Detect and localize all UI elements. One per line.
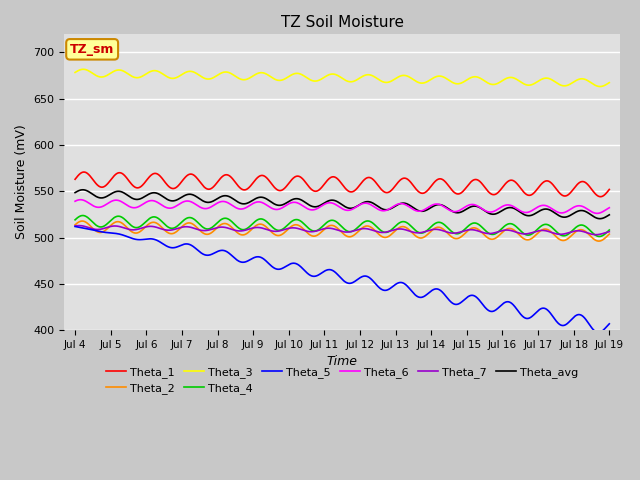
Theta_4 (376, 227, 383, 232)
Theta_6 (376, 207, 383, 213)
Theta_avg (596, 216, 604, 222)
Theta_3 (134, 75, 142, 81)
Theta_2 (605, 231, 613, 237)
Theta_1 (298, 176, 306, 181)
Theta_avg (605, 212, 613, 218)
Line: Theta_4: Theta_4 (75, 216, 609, 237)
Theta_1 (319, 183, 326, 189)
Theta_4 (134, 224, 142, 230)
Theta_avg (71, 190, 79, 195)
Theta_4 (309, 228, 317, 234)
X-axis label: Time: Time (326, 355, 358, 369)
Theta_avg (134, 196, 142, 202)
Theta_7 (76, 223, 83, 228)
Title: TZ Soil Moisture: TZ Soil Moisture (281, 15, 404, 30)
Theta_5 (309, 273, 317, 279)
Theta_6 (134, 204, 142, 210)
Line: Theta_6: Theta_6 (75, 200, 609, 214)
Theta_3 (113, 67, 120, 73)
Theta_1 (71, 176, 79, 182)
Theta_7 (309, 228, 317, 234)
Theta_avg (376, 204, 383, 210)
Theta_6 (593, 211, 601, 216)
Theta_5 (113, 231, 120, 237)
Theta_2 (376, 232, 383, 238)
Theta_5 (595, 330, 602, 336)
Theta_7 (134, 226, 142, 232)
Theta_3 (319, 75, 326, 81)
Theta_7 (298, 227, 306, 233)
Line: Theta_1: Theta_1 (75, 172, 609, 197)
Theta_2 (71, 222, 79, 228)
Theta_3 (376, 77, 383, 83)
Theta_1 (134, 185, 142, 191)
Theta_7 (376, 229, 383, 235)
Theta_4 (79, 213, 86, 218)
Line: Theta_avg: Theta_avg (75, 190, 609, 219)
Theta_5 (605, 321, 613, 327)
Theta_6 (605, 205, 613, 211)
Theta_2 (309, 233, 317, 239)
Line: Theta_5: Theta_5 (75, 227, 609, 333)
Theta_4 (595, 234, 603, 240)
Line: Theta_7: Theta_7 (75, 226, 609, 235)
Theta_4 (605, 227, 613, 233)
Theta_5 (298, 265, 305, 271)
Theta_1 (376, 184, 383, 190)
Theta_avg (309, 204, 317, 209)
Theta_6 (71, 198, 79, 204)
Theta_3 (309, 78, 317, 84)
Theta_3 (79, 66, 87, 72)
Theta_6 (298, 203, 306, 208)
Theta_avg (113, 189, 120, 194)
Theta_1 (605, 187, 613, 192)
Theta_7 (71, 223, 79, 229)
Theta_3 (298, 72, 306, 78)
Theta_2 (595, 238, 603, 244)
Theta_6 (77, 197, 84, 203)
Theta_7 (319, 226, 326, 232)
Theta_3 (596, 84, 604, 89)
Theta_2 (78, 218, 86, 224)
Theta_5 (71, 224, 79, 229)
Theta_6 (113, 197, 120, 203)
Y-axis label: Soil Moisture (mV): Soil Moisture (mV) (15, 125, 28, 240)
Theta_5 (375, 285, 383, 290)
Line: Theta_3: Theta_3 (75, 69, 609, 86)
Theta_2 (298, 225, 306, 231)
Theta_1 (596, 194, 604, 200)
Theta_7 (592, 232, 600, 238)
Theta_1 (80, 169, 88, 175)
Theta_2 (113, 219, 120, 225)
Theta_4 (113, 214, 120, 219)
Theta_5 (319, 270, 326, 276)
Theta_7 (605, 229, 613, 235)
Theta_1 (113, 171, 120, 177)
Line: Theta_2: Theta_2 (75, 221, 609, 241)
Theta_7 (113, 223, 120, 229)
Theta_4 (298, 219, 306, 225)
Theta_5 (134, 237, 142, 242)
Theta_3 (71, 70, 79, 75)
Text: TZ_sm: TZ_sm (70, 43, 115, 56)
Theta_2 (319, 228, 326, 234)
Theta_2 (134, 229, 142, 235)
Theta_1 (309, 188, 317, 193)
Theta_avg (79, 187, 87, 192)
Theta_4 (319, 223, 326, 229)
Theta_6 (319, 202, 326, 208)
Theta_4 (71, 217, 79, 223)
Theta_avg (298, 197, 306, 203)
Legend: Theta_1, Theta_2, Theta_3, Theta_4, Theta_5, Theta_6, Theta_7, Theta_avg: Theta_1, Theta_2, Theta_3, Theta_4, Thet… (101, 362, 583, 399)
Theta_avg (319, 201, 326, 207)
Theta_6 (309, 207, 317, 213)
Theta_3 (605, 80, 613, 85)
